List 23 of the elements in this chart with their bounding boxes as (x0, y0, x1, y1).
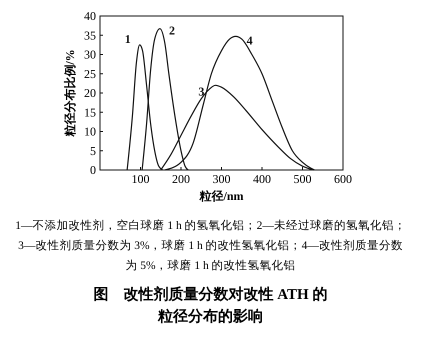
series-label: 2 (168, 24, 175, 38)
x-tick-label: 600 (334, 172, 352, 186)
x-tick-label: 400 (253, 172, 271, 186)
x-axis-title: 粒径/nm (198, 189, 244, 203)
y-tick-label: 25 (84, 66, 96, 81)
y-tick-label: 5 (90, 144, 96, 158)
series-label: 1 (124, 32, 131, 46)
x-tick-label: 100 (132, 172, 150, 186)
series-label: 3 (198, 84, 204, 98)
y-tick-label: 0 (90, 163, 96, 177)
y-tick-label: 20 (84, 86, 96, 100)
y-tick-label: 30 (84, 48, 96, 62)
y-tick-label: 10 (84, 124, 96, 138)
x-tick-label: 200 (172, 172, 190, 186)
y-tick-label: 35 (84, 28, 96, 42)
y-axis-title: 粒径分布比例/% (63, 49, 77, 138)
series-label: 4 (246, 33, 253, 48)
text: 1—不添加改性剂，空白球磨 1 h 的氢氧化铝；2—未经过球磨的氢氧化铝；3—改性剂质量分数为 3%，球磨 1 h 的改性氢氧化铝；4—改性剂质量分数为 5%，球磨 1 h 的改性氢氧化铝 (14, 218, 407, 274)
x-tick-label: 500 (294, 172, 312, 186)
x-tick-label: 300 (212, 172, 230, 186)
text: 图 改性剂质量分数对改性 ATH 的粒径分布的影响 (92, 285, 328, 327)
y-tick-label: 40 (84, 9, 96, 23)
y-tick-label: 15 (84, 105, 96, 120)
